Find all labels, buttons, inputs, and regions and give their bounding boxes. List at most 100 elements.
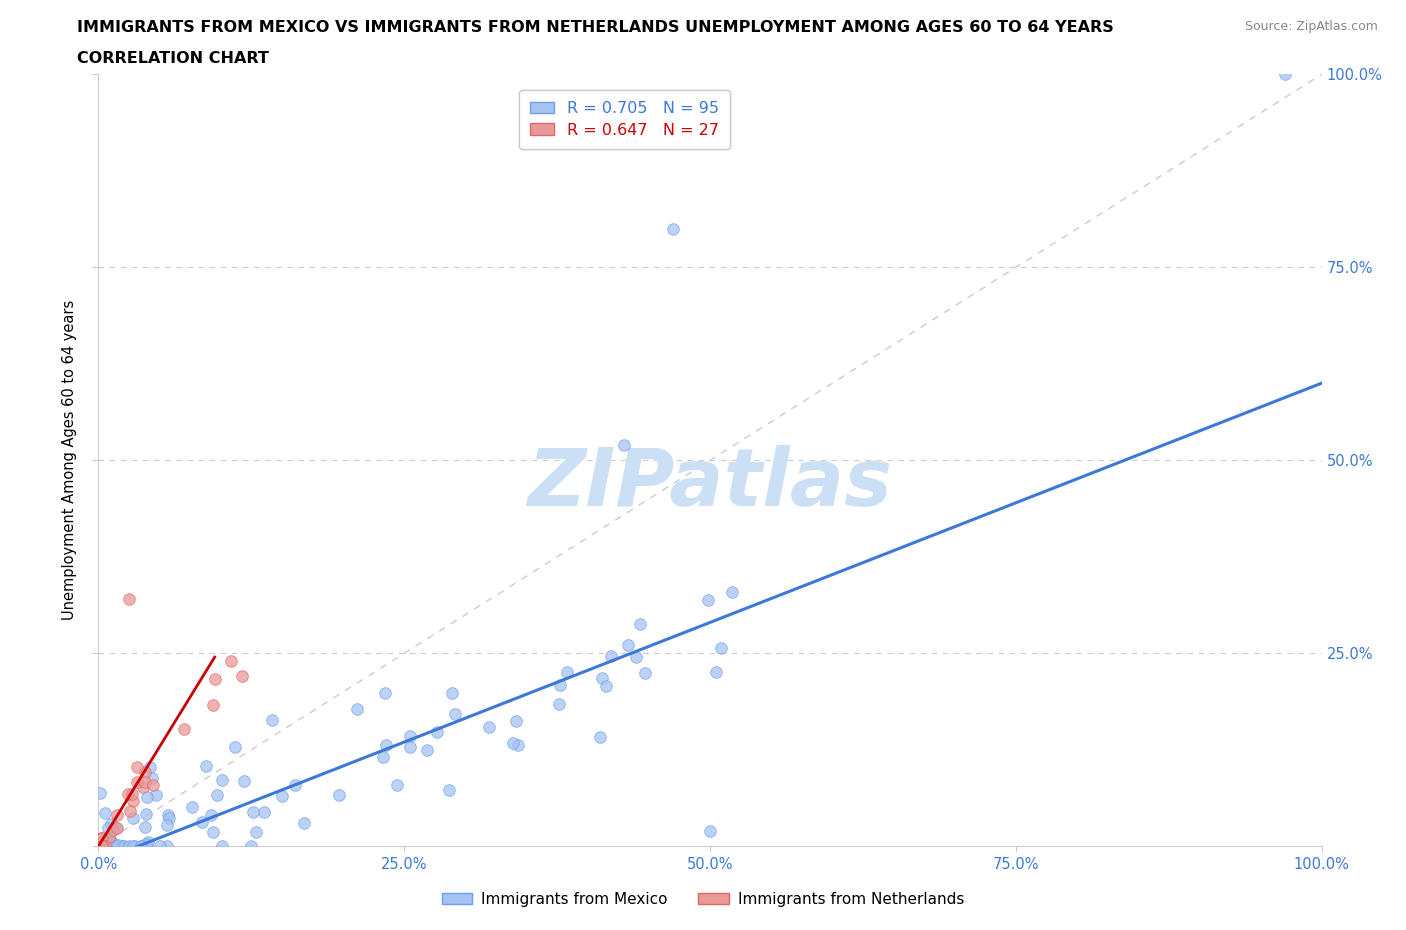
Point xyxy=(134,764,156,779)
Point xyxy=(242,804,264,819)
Point xyxy=(91,838,114,853)
Point xyxy=(100,835,122,850)
Y-axis label: Unemployment Among Ages 60 to 64 years: Unemployment Among Ages 60 to 64 years xyxy=(62,300,77,620)
Point xyxy=(207,788,229,803)
Point xyxy=(284,777,307,792)
Point xyxy=(122,810,145,825)
Point xyxy=(599,648,621,663)
Point xyxy=(634,666,657,681)
Point xyxy=(180,800,202,815)
Point xyxy=(426,724,449,739)
Point xyxy=(437,783,460,798)
Point xyxy=(94,838,117,853)
Point xyxy=(89,838,111,853)
Point xyxy=(613,437,636,452)
Point xyxy=(555,665,578,680)
Point xyxy=(134,819,156,834)
Point xyxy=(548,677,571,692)
Point xyxy=(399,739,422,754)
Point xyxy=(89,786,111,801)
Point xyxy=(105,820,128,835)
Point xyxy=(104,838,127,853)
Point xyxy=(97,830,120,844)
Point xyxy=(373,750,395,764)
Point xyxy=(233,774,256,789)
Point xyxy=(141,770,163,785)
Point xyxy=(294,816,316,830)
Point xyxy=(1274,67,1296,82)
Point xyxy=(156,817,179,832)
Point xyxy=(211,838,233,853)
Point xyxy=(122,794,145,809)
Point xyxy=(135,790,157,804)
Point xyxy=(87,838,110,853)
Point xyxy=(628,617,651,631)
Point xyxy=(173,722,195,737)
Point xyxy=(224,739,246,754)
Point xyxy=(103,823,125,838)
Point xyxy=(505,713,527,728)
Point xyxy=(704,665,727,680)
Point xyxy=(122,838,145,853)
Point xyxy=(697,592,720,607)
Point xyxy=(134,774,156,789)
Point xyxy=(107,838,129,853)
Point xyxy=(195,758,218,773)
Point xyxy=(91,838,114,853)
Point xyxy=(157,807,180,822)
Point xyxy=(201,698,224,712)
Point xyxy=(662,221,685,236)
Point xyxy=(121,786,143,801)
Point xyxy=(271,788,294,803)
Point xyxy=(699,823,721,838)
Point xyxy=(105,820,128,835)
Point xyxy=(387,777,409,792)
Point xyxy=(105,807,128,822)
Point xyxy=(204,671,226,686)
Point xyxy=(127,760,149,775)
Point xyxy=(589,729,612,744)
Point xyxy=(145,788,167,803)
Point xyxy=(129,838,152,853)
Point xyxy=(231,669,253,684)
Point xyxy=(135,836,157,851)
Point xyxy=(118,591,141,606)
Point xyxy=(112,838,135,853)
Point xyxy=(219,654,242,669)
Point xyxy=(346,701,368,716)
Legend: Immigrants from Mexico, Immigrants from Netherlands: Immigrants from Mexico, Immigrants from … xyxy=(436,886,970,913)
Point xyxy=(90,830,112,845)
Point xyxy=(135,806,157,821)
Point xyxy=(138,760,160,775)
Point xyxy=(595,678,617,693)
Point xyxy=(94,838,117,853)
Point xyxy=(478,720,501,735)
Point xyxy=(191,815,214,830)
Legend: R = 0.705   N = 95, R = 0.647   N = 27: R = 0.705 N = 95, R = 0.647 N = 27 xyxy=(519,90,730,149)
Point xyxy=(120,804,142,818)
Point xyxy=(91,838,114,853)
Point xyxy=(157,811,180,826)
Point xyxy=(138,835,160,850)
Text: CORRELATION CHART: CORRELATION CHART xyxy=(77,51,269,66)
Point xyxy=(132,779,155,794)
Point xyxy=(710,641,733,656)
Point xyxy=(240,838,263,853)
Point xyxy=(97,820,120,835)
Point xyxy=(201,825,224,840)
Point xyxy=(90,830,112,845)
Point xyxy=(375,737,398,752)
Point xyxy=(721,585,744,600)
Point xyxy=(122,838,145,853)
Point xyxy=(374,685,396,700)
Point xyxy=(111,838,134,853)
Text: Source: ZipAtlas.com: Source: ZipAtlas.com xyxy=(1244,20,1378,33)
Point xyxy=(547,697,569,711)
Point xyxy=(444,706,467,721)
Point xyxy=(100,817,122,831)
Point xyxy=(98,834,121,849)
Text: IMMIGRANTS FROM MEXICO VS IMMIGRANTS FROM NETHERLANDS UNEMPLOYMENT AMONG AGES 60: IMMIGRANTS FROM MEXICO VS IMMIGRANTS FRO… xyxy=(77,20,1114,35)
Point xyxy=(502,736,524,751)
Point xyxy=(211,773,233,788)
Point xyxy=(398,729,420,744)
